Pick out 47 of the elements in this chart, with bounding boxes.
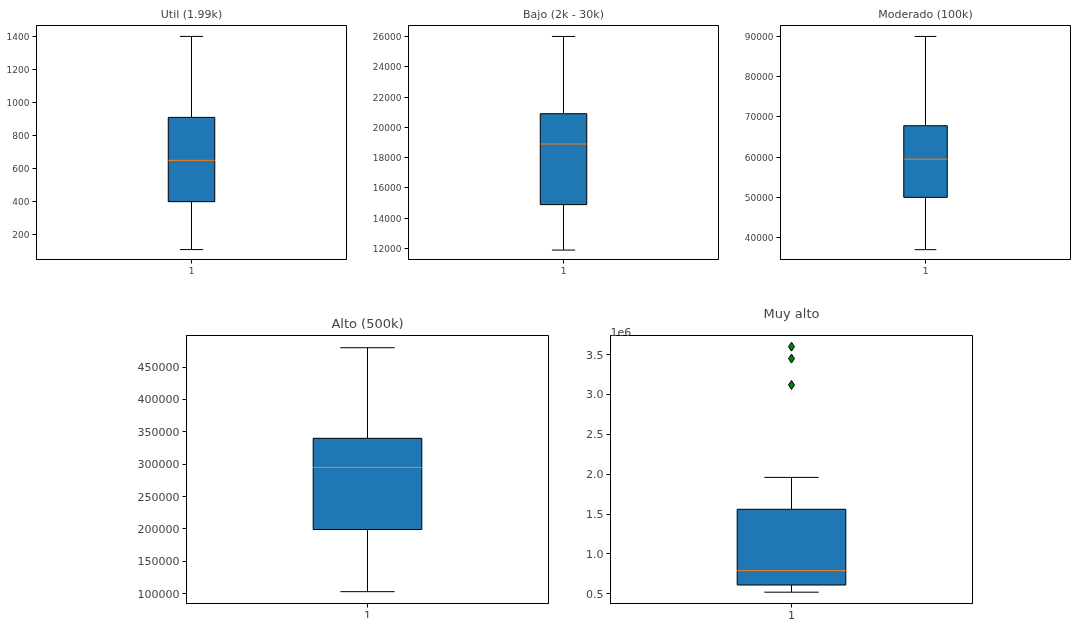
y-tick-label: 70000 <box>744 112 774 123</box>
y-tick-label: 3.5 <box>586 348 604 362</box>
y-tick-label: 1200 <box>6 64 30 75</box>
chart-title: Util (1.99k) <box>160 7 223 21</box>
chart-title: Alto (500k) <box>331 315 404 331</box>
y-tick-label: 350000 <box>137 425 180 439</box>
y-tick-label: 12000 <box>372 244 402 255</box>
annotation: 1e6 <box>610 325 632 339</box>
y-tick-label: 60000 <box>744 152 774 163</box>
y-tick-label: 200000 <box>137 522 180 536</box>
y-tick-label: 800 <box>12 131 30 142</box>
y-tick-label: 150000 <box>137 555 180 569</box>
y-tick-label: 50000 <box>744 192 774 203</box>
y-tick-label: 20000 <box>372 122 402 133</box>
y-tick-label: 300000 <box>137 458 180 472</box>
y-tick-label: 40000 <box>744 233 774 244</box>
x-tick-label: 1 <box>922 265 929 276</box>
y-tick-label: 600 <box>12 164 30 175</box>
y-tick-label: 22000 <box>372 92 402 103</box>
y-tick-label: 2.5 <box>586 428 604 442</box>
y-tick-label: 1.5 <box>586 508 604 522</box>
y-tick-label: 100000 <box>137 587 180 601</box>
chart-title: Muy alto <box>763 305 820 321</box>
chart-title: Bajo (2k - 30k) <box>523 7 604 21</box>
y-tick-label: 1000 <box>6 98 30 109</box>
x-tick-label: 1 <box>788 608 795 622</box>
x-tick-label: 1 <box>188 265 195 276</box>
y-tick-label: 24000 <box>372 62 402 73</box>
x-tick-label: 1 <box>560 265 567 276</box>
y-tick-label: 26000 <box>372 31 402 42</box>
y-tick-label: 3.0 <box>586 388 604 402</box>
y-tick-label: 400000 <box>137 393 180 407</box>
y-tick-label: 200 <box>12 230 30 241</box>
y-tick-label: 80000 <box>744 72 774 83</box>
y-tick-label: 0.5 <box>586 587 604 601</box>
y-tick-label: 2.0 <box>586 468 604 482</box>
x-tick-label: 1 <box>364 608 371 622</box>
y-tick-label: 14000 <box>372 213 402 224</box>
y-tick-label: 400 <box>12 197 30 208</box>
y-tick-label: 1.0 <box>586 547 604 561</box>
y-tick-label: 16000 <box>372 183 402 194</box>
y-tick-label: 18000 <box>372 153 402 164</box>
y-tick-label: 90000 <box>744 31 774 42</box>
y-tick-label: 1400 <box>6 31 30 42</box>
chart-title: Moderado (100k) <box>878 7 973 21</box>
y-tick-label: 450000 <box>137 361 180 375</box>
y-tick-label: 250000 <box>137 490 180 504</box>
